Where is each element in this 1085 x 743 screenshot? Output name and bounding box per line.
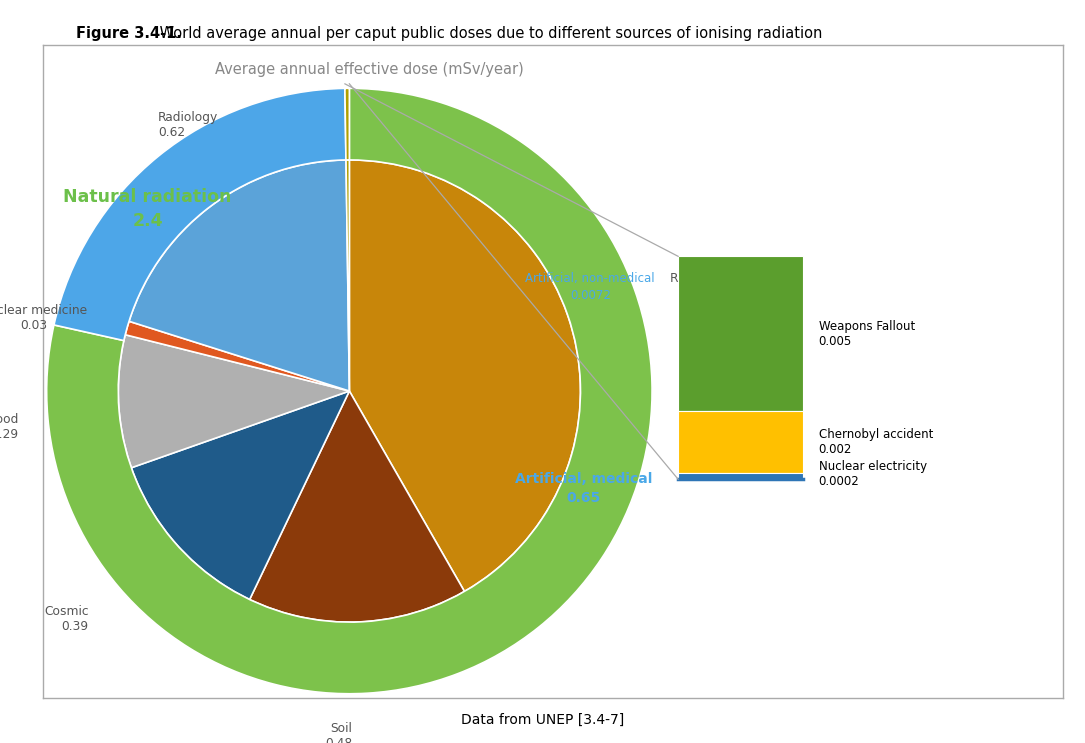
Text: Figure 3.4-1.: Figure 3.4-1. — [76, 26, 182, 41]
Text: Nuclear electricity
0.0002: Nuclear electricity 0.0002 — [818, 460, 927, 487]
Wedge shape — [118, 335, 349, 468]
Text: Average annual effective dose (mSv/year): Average annual effective dose (mSv/year) — [215, 62, 523, 77]
Bar — [678, 256, 803, 411]
Wedge shape — [125, 321, 349, 391]
Text: Cosmic
0.39: Cosmic 0.39 — [43, 606, 89, 633]
Text: Chernobyl accident
0.002: Chernobyl accident 0.002 — [818, 428, 933, 456]
Wedge shape — [349, 160, 580, 591]
Text: Food
0.29: Food 0.29 — [0, 413, 20, 441]
Bar — [678, 473, 803, 479]
Text: World average annual per caput public doses due to different sources of ionising: World average annual per caput public do… — [155, 26, 822, 41]
Wedge shape — [345, 88, 349, 160]
Wedge shape — [131, 391, 349, 600]
Text: Soil
0.48: Soil 0.48 — [326, 721, 353, 743]
Text: Data from UNEP [3.4-7]: Data from UNEP [3.4-7] — [461, 713, 624, 727]
Wedge shape — [129, 160, 349, 391]
Text: Artificial, medical
0.65: Artificial, medical 0.65 — [515, 473, 652, 505]
Text: Radon
1.3: Radon 1.3 — [669, 273, 709, 300]
Wedge shape — [250, 391, 464, 622]
Text: Weapons Fallout
0.005: Weapons Fallout 0.005 — [818, 319, 915, 348]
Wedge shape — [47, 88, 652, 694]
Bar — [678, 411, 803, 473]
Text: Nuclear medicine
0.03: Nuclear medicine 0.03 — [0, 305, 87, 332]
Wedge shape — [346, 160, 349, 391]
Text: Artificial, non-medical
0.0072: Artificial, non-medical 0.0072 — [525, 272, 655, 302]
Wedge shape — [54, 88, 346, 340]
Text: Radiology
0.62: Radiology 0.62 — [157, 111, 218, 139]
Text: Natural radiation
2.4: Natural radiation 2.4 — [63, 188, 232, 230]
